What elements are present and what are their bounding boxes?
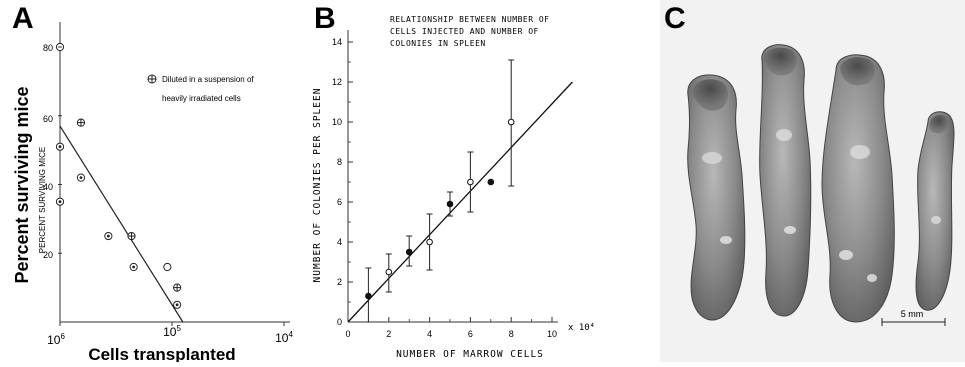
y-tick-label: 40 — [43, 182, 53, 192]
chart-title-line-3: COLONIES IN SPLEEN — [390, 39, 486, 48]
y-axis-label-inner: PERCENT SURVIVING MICE — [38, 147, 47, 253]
x-tick-label-1e5: 105 — [163, 324, 181, 339]
y-tick-label: 2 — [337, 277, 342, 287]
chart-a: Percent surviving mice PERCENT SURVIVING… — [12, 22, 293, 364]
legend-a: Diluted in a suspension of heavily irrad… — [147, 74, 254, 103]
spleen-2 — [759, 44, 812, 317]
panel-letter-b: B — [314, 2, 336, 35]
y-tick-label: 20 — [43, 250, 53, 260]
x-tick-label: 2 — [386, 329, 391, 339]
y-tick-label: 10 — [332, 117, 342, 127]
data-point — [163, 262, 172, 272]
y-tick-label: 12 — [332, 77, 342, 87]
legend-text-line-1: Diluted in a suspension of — [162, 75, 254, 84]
y-tick-label: 60 — [43, 114, 53, 124]
y-axis-label: NUMBER OF COLONIES PER SPLEEN — [312, 88, 323, 283]
chart-title-line-2: CELLS INJECTED AND NUMBER OF — [390, 27, 539, 36]
data-point — [365, 267, 372, 323]
panel-c: C — [660, 0, 965, 362]
data-point — [55, 197, 65, 206]
x-tick-label: 4 — [427, 329, 432, 339]
data-point — [173, 300, 182, 309]
x-tick-label: 0 — [345, 329, 350, 339]
x-tick-label-1e4: 104 — [275, 330, 293, 345]
panel-letter-c: C — [664, 2, 686, 35]
chart-title-line-1: RELATIONSHIP BETWEEN NUMBER OF — [390, 15, 550, 24]
data-point — [385, 253, 393, 293]
y-tick-label: 80 — [43, 43, 53, 53]
x-axis-label: NUMBER OF MARROW CELLS — [396, 349, 544, 360]
data-point — [76, 173, 86, 182]
data-point — [405, 235, 413, 267]
x-tick-label: 10 — [547, 329, 557, 339]
x-axis-label: Cells transplanted — [88, 345, 235, 362]
y-tick-label: 8 — [337, 157, 342, 167]
data-point — [76, 118, 86, 127]
data-point — [55, 142, 65, 151]
spleen-photo: 5 mm — [687, 44, 955, 326]
scale-bar-label: 5 mm — [901, 309, 924, 319]
y-tick-label: 4 — [337, 237, 342, 247]
spleen-3 — [821, 54, 895, 323]
marks-b — [347, 59, 573, 323]
chart-b: RELATIONSHIP BETWEEN NUMBER OF CELLS INJ… — [312, 15, 595, 360]
x-tick-label-1e6: 106 — [47, 332, 65, 347]
data-point — [487, 178, 495, 186]
x-multiplier-label: x 10⁴ — [568, 323, 595, 333]
y-tick-label: 6 — [337, 197, 342, 207]
y-tick-label: 0 — [337, 317, 342, 327]
panel-b: B RELATIONSHIP BETWEEN NUMBER OF CELLS I… — [300, 0, 670, 362]
spleen-4 — [915, 111, 955, 311]
y-axis-label-outer: Percent surviving mice — [12, 86, 32, 283]
panel-letter-a: A — [12, 2, 34, 35]
legend-text-line-2: heavily irradiated cells — [162, 94, 241, 103]
trend-line — [59, 125, 184, 323]
data-point — [104, 231, 113, 241]
x-tick-label: 6 — [468, 329, 473, 339]
data-point — [173, 283, 182, 292]
ticks-b: 0 2 4 6 8 10 12 14 0 2 4 6 8 10 — [332, 37, 557, 339]
data-point — [129, 262, 138, 272]
spleen-1 — [687, 74, 746, 321]
data-point — [426, 213, 433, 271]
y-tick-label: 14 — [332, 37, 342, 47]
x-tick-label: 8 — [509, 329, 514, 339]
data-point — [446, 191, 454, 217]
data-point — [507, 59, 515, 187]
marks-a — [55, 42, 285, 326]
data-point — [467, 151, 474, 213]
data-point — [127, 231, 136, 241]
trend-line — [347, 81, 573, 323]
panel-a: A Percent surviving mice PERCENT SURVIVI… — [0, 0, 300, 364]
